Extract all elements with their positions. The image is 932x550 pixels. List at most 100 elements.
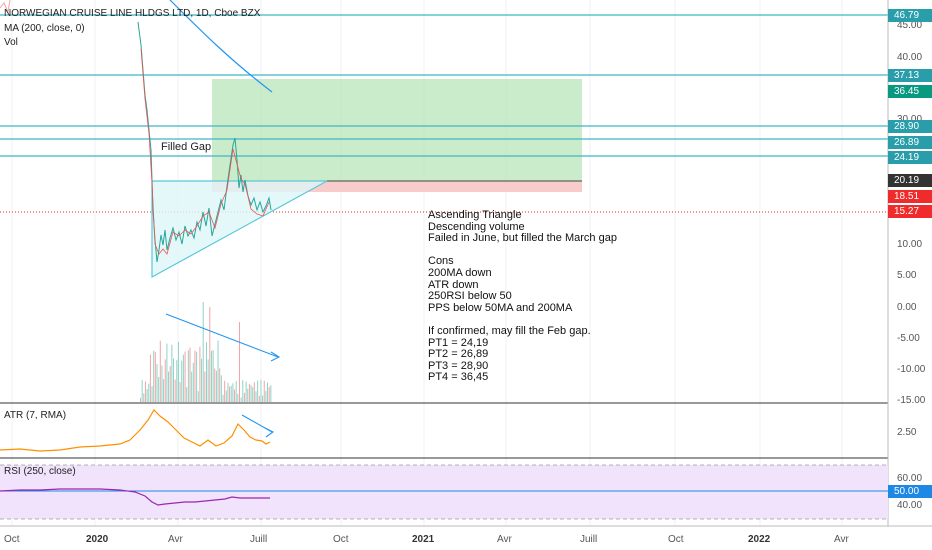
time-tick: Juill [580, 534, 598, 545]
triangle-outline [151, 180, 328, 279]
volume-bar [212, 350, 214, 402]
volume-bar [263, 380, 265, 402]
volume-bar [149, 354, 151, 402]
volume-bar [245, 381, 247, 402]
volume-bar [227, 382, 229, 402]
volume-bar [166, 343, 168, 402]
volume-bar [192, 362, 194, 402]
symbol-title: NORWEGIAN CRUISE LINE HLDGS LTD, 1D, Cbo… [4, 8, 261, 19]
atr-tick: 2.50 [897, 427, 917, 438]
time-tick: Avr [497, 534, 512, 545]
price-tag: 28.90 [888, 120, 932, 133]
price-tick: 40.00 [897, 52, 923, 63]
volume-bar [239, 322, 240, 402]
volume-bar [153, 350, 155, 402]
volume-bar [215, 370, 217, 402]
volume-trend-arrow [165, 313, 279, 358]
volume-bar [148, 383, 150, 402]
volume-legend[interactable]: Vol [4, 37, 18, 48]
volume-bar [270, 385, 272, 402]
analysis-notes[interactable]: Ascending Triangle Descending volume Fai… [428, 209, 617, 384]
volume-bar [164, 359, 166, 402]
volume-bar [253, 382, 255, 402]
volume-bar [267, 382, 269, 402]
time-tick: Juill [250, 534, 268, 545]
price-tick: 30.00 [897, 114, 922, 125]
volume-bar [146, 389, 148, 402]
volume-bar [248, 383, 250, 402]
volume-bar [219, 368, 221, 402]
stop-zone [212, 181, 582, 192]
target-zone [212, 79, 582, 181]
volume-bar [171, 344, 173, 402]
price-tag: 46.79 [888, 9, 932, 22]
volume-bar [184, 351, 186, 402]
volume-bar [260, 380, 262, 402]
volume-bar [144, 381, 146, 402]
filled-gap-label[interactable]: Filled Gap [161, 141, 212, 153]
volume-bar [177, 341, 179, 402]
price-line-prev [0, 0, 11, 14]
volume-tick: 0.00 [897, 302, 917, 313]
volume-bar [163, 379, 165, 402]
volume-bar [225, 390, 227, 402]
price-tag: 26.89 [888, 136, 932, 149]
volume-tick: -10.00 [897, 364, 926, 375]
volume-bar [168, 371, 170, 402]
time-tick: 2020 [86, 534, 109, 545]
volume-bar [230, 385, 232, 402]
volume-bar [199, 346, 201, 402]
atr-line [0, 409, 271, 452]
volume-bar [235, 381, 237, 402]
volume-bar [210, 350, 212, 402]
volume-bar [182, 354, 184, 402]
volume-bar [158, 377, 160, 402]
volume-bar [214, 368, 216, 402]
volume-bar [201, 358, 203, 402]
volume-bar [202, 302, 204, 402]
volume-bar [265, 391, 267, 402]
volume-bar [243, 392, 245, 402]
volume-bar [159, 340, 161, 402]
volume-bar [179, 382, 181, 402]
time-tick: Avr [834, 534, 849, 545]
volume-bar [169, 365, 171, 402]
rsi-line [0, 488, 270, 506]
volume-bar [252, 387, 254, 402]
rsi-tick: 60.00 [897, 473, 923, 484]
volume-bar [154, 352, 156, 402]
volume-bar [151, 386, 153, 402]
volume-bar [174, 379, 176, 402]
volume-bar [187, 350, 189, 402]
volume-tick: -5.00 [897, 333, 920, 344]
rsi-band [0, 465, 888, 519]
price-candles-down [140, 48, 270, 255]
volume-bar [229, 386, 231, 402]
time-tick: Oct [333, 534, 349, 545]
time-tick: 2021 [412, 534, 435, 545]
volume-bar [207, 359, 209, 402]
volume-bar [191, 371, 193, 402]
volume-tick: -15.00 [897, 395, 926, 406]
volume-bar [262, 395, 264, 402]
atr-legend[interactable]: ATR (7, RMA) [4, 410, 67, 421]
volume-bar [161, 365, 163, 402]
volume-bar [220, 375, 222, 402]
vertical-grid [11, 0, 843, 526]
volume-bar [181, 360, 183, 402]
volume-bar [143, 393, 145, 402]
time-tick: 2022 [748, 534, 771, 545]
volume-bar [186, 387, 188, 402]
volume-bar [176, 360, 178, 402]
price-tag: 37.13 [888, 69, 932, 82]
rsi-legend[interactable]: RSI (250, close) [4, 466, 76, 477]
volume-bar [189, 347, 191, 402]
volume-bar [258, 395, 260, 402]
volume-bar [237, 393, 239, 402]
rsi-value-tag: 50.00 [888, 485, 932, 498]
time-tick: Oct [668, 534, 684, 545]
ma-legend[interactable]: MA (200, close, 0) [4, 23, 85, 34]
volume-bar [209, 307, 211, 402]
